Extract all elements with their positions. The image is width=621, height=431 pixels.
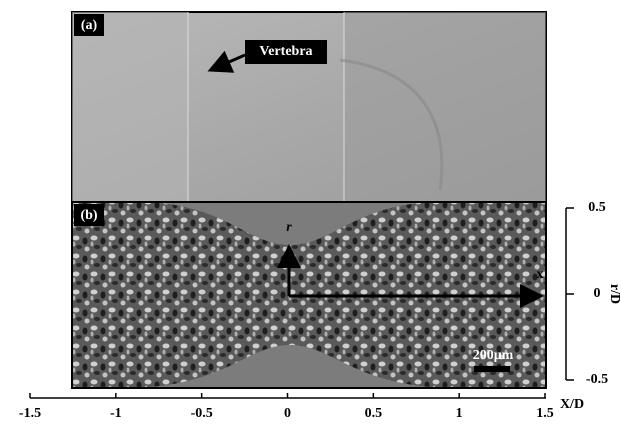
r-label: r	[286, 220, 292, 235]
x-tick-label: -1	[110, 406, 122, 421]
panel-label: (b)	[80, 208, 97, 223]
vertebra-outline	[339, 58, 444, 191]
y-tick-label: 0	[594, 286, 601, 301]
y-tick-label: 0.5	[588, 200, 606, 215]
panel-label: (a)	[81, 18, 98, 33]
image-tile	[344, 12, 546, 202]
label-box	[74, 204, 104, 226]
scale-bar	[474, 366, 510, 372]
x-tick-label: 1.5	[536, 406, 554, 421]
image-tile	[72, 12, 188, 202]
x-label: x	[537, 267, 544, 282]
x-tick-label: 1	[456, 406, 463, 421]
y-axis-label: r/D	[607, 284, 621, 304]
smooth-region	[150, 345, 430, 387]
x-tick-label: -1.5	[19, 406, 41, 421]
x-tick-label: 0	[284, 406, 291, 421]
x-axis-label: X/D	[560, 397, 584, 412]
x-tick-label: 0.5	[365, 406, 383, 421]
annotation-box	[245, 40, 327, 64]
x-tick-label: -0.5	[191, 406, 213, 421]
annotation-arrow	[207, 50, 246, 73]
label-box	[74, 14, 104, 36]
ticks: -1.5 -1 -0.5 0 0.5 1 1.5 0.5 0 -0.5	[19, 200, 608, 421]
y-tick-label: -0.5	[586, 372, 608, 387]
scale-bar-label: 200μm	[473, 348, 514, 363]
annotation: Vertebra	[259, 44, 312, 59]
smooth-region	[160, 203, 420, 245]
